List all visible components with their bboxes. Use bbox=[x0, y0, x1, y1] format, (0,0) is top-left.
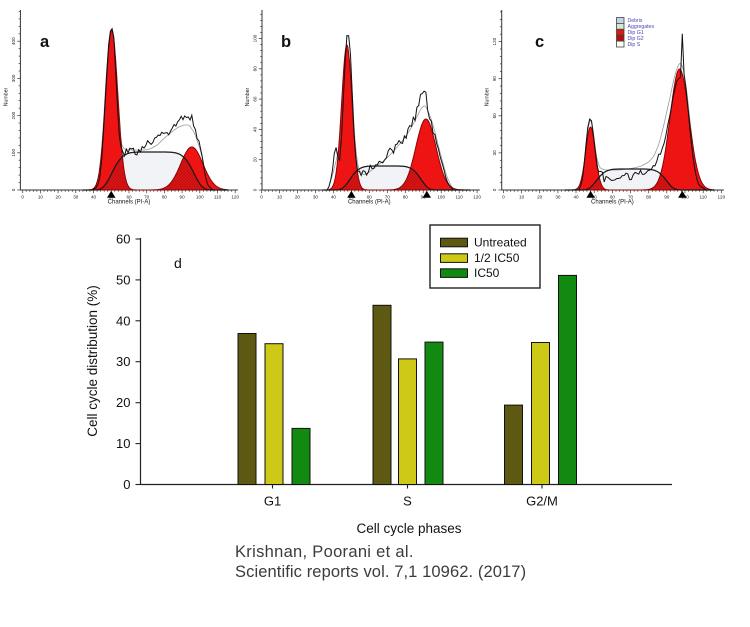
svg-text:50: 50 bbox=[592, 194, 598, 199]
svg-text:40: 40 bbox=[91, 194, 97, 199]
svg-text:20: 20 bbox=[116, 395, 130, 410]
svg-text:20: 20 bbox=[253, 157, 258, 163]
svg-text:90: 90 bbox=[492, 76, 497, 82]
svg-text:Debris: Debris bbox=[628, 18, 643, 24]
svg-text:100: 100 bbox=[253, 34, 258, 42]
svg-text:40: 40 bbox=[573, 194, 579, 199]
svg-text:Cell cycle distribution (%): Cell cycle distribution (%) bbox=[85, 285, 100, 437]
svg-text:0: 0 bbox=[21, 194, 24, 199]
svg-text:Number: Number bbox=[245, 88, 251, 107]
svg-text:90: 90 bbox=[664, 194, 670, 199]
svg-text:30: 30 bbox=[313, 194, 319, 199]
svg-text:70: 70 bbox=[628, 194, 634, 199]
svg-text:400: 400 bbox=[11, 37, 16, 45]
svg-text:120: 120 bbox=[492, 37, 497, 45]
svg-text:d: d bbox=[174, 255, 182, 271]
svg-text:Channels (PI-A): Channels (PI-A) bbox=[591, 200, 634, 206]
svg-text:0: 0 bbox=[502, 194, 505, 199]
svg-text:200: 200 bbox=[11, 111, 16, 119]
svg-text:Krishnan, Poorani et al.: Krishnan, Poorani et al. bbox=[235, 543, 414, 561]
svg-text:Dip G2: Dip G2 bbox=[628, 36, 644, 42]
svg-text:0: 0 bbox=[253, 188, 258, 191]
svg-text:80: 80 bbox=[646, 194, 652, 199]
svg-text:c: c bbox=[535, 33, 544, 51]
svg-text:70: 70 bbox=[144, 194, 150, 199]
svg-text:Untreated: Untreated bbox=[474, 235, 527, 249]
svg-text:0: 0 bbox=[123, 477, 130, 492]
svg-text:60: 60 bbox=[126, 194, 132, 199]
svg-text:30: 30 bbox=[492, 150, 497, 156]
svg-text:G2/M: G2/M bbox=[526, 494, 558, 509]
svg-text:100: 100 bbox=[11, 149, 16, 157]
svg-text:Dip S: Dip S bbox=[628, 42, 641, 48]
svg-text:10: 10 bbox=[38, 194, 44, 199]
svg-text:G1: G1 bbox=[264, 494, 281, 509]
svg-text:120: 120 bbox=[473, 194, 481, 199]
svg-text:80: 80 bbox=[162, 194, 168, 199]
svg-text:90: 90 bbox=[180, 194, 186, 199]
svg-text:300: 300 bbox=[11, 74, 16, 82]
svg-text:100: 100 bbox=[437, 194, 445, 199]
svg-text:80: 80 bbox=[403, 194, 409, 199]
svg-text:120: 120 bbox=[231, 194, 239, 199]
svg-text:Scientific reports vol. 7,1 10: Scientific reports vol. 7,1 10962. (2017… bbox=[235, 563, 526, 581]
svg-text:0: 0 bbox=[11, 188, 16, 191]
svg-text:Channels (PI-A): Channels (PI-A) bbox=[348, 200, 391, 206]
svg-text:40: 40 bbox=[331, 194, 337, 199]
svg-text:20: 20 bbox=[295, 194, 301, 199]
svg-text:Cell cycle phases: Cell cycle phases bbox=[356, 521, 461, 536]
svg-text:40: 40 bbox=[116, 313, 130, 328]
svg-text:IC50: IC50 bbox=[474, 266, 500, 280]
svg-text:Number: Number bbox=[3, 88, 9, 107]
svg-text:20: 20 bbox=[537, 194, 543, 199]
svg-text:Dip G1: Dip G1 bbox=[628, 30, 644, 36]
svg-text:80: 80 bbox=[253, 66, 258, 72]
svg-text:60: 60 bbox=[116, 232, 130, 247]
svg-text:60: 60 bbox=[610, 194, 616, 199]
svg-text:40: 40 bbox=[253, 126, 258, 132]
svg-text:a: a bbox=[40, 33, 50, 51]
svg-text:0: 0 bbox=[492, 188, 497, 191]
svg-text:10: 10 bbox=[277, 194, 283, 199]
svg-text:30: 30 bbox=[555, 194, 561, 199]
svg-text:Aggregates: Aggregates bbox=[628, 24, 655, 30]
svg-text:60: 60 bbox=[492, 113, 497, 119]
svg-text:20: 20 bbox=[56, 194, 62, 199]
svg-text:S: S bbox=[403, 494, 412, 509]
svg-text:60: 60 bbox=[253, 96, 258, 102]
svg-text:Channels (PI-A): Channels (PI-A) bbox=[108, 200, 151, 206]
svg-text:70: 70 bbox=[385, 194, 391, 199]
svg-text:110: 110 bbox=[456, 194, 464, 199]
svg-text:120: 120 bbox=[717, 194, 725, 199]
svg-text:30: 30 bbox=[116, 354, 130, 369]
svg-text:b: b bbox=[281, 33, 291, 51]
svg-text:100: 100 bbox=[196, 194, 204, 199]
svg-text:110: 110 bbox=[214, 194, 222, 199]
svg-text:1/2 IC50: 1/2 IC50 bbox=[474, 251, 520, 265]
svg-text:60: 60 bbox=[367, 194, 373, 199]
svg-text:30: 30 bbox=[73, 194, 79, 199]
svg-text:50: 50 bbox=[116, 272, 130, 287]
svg-text:10: 10 bbox=[519, 194, 525, 199]
svg-text:110: 110 bbox=[700, 194, 708, 199]
svg-text:0: 0 bbox=[260, 194, 263, 199]
svg-text:10: 10 bbox=[116, 436, 130, 451]
svg-text:Number: Number bbox=[485, 88, 491, 107]
